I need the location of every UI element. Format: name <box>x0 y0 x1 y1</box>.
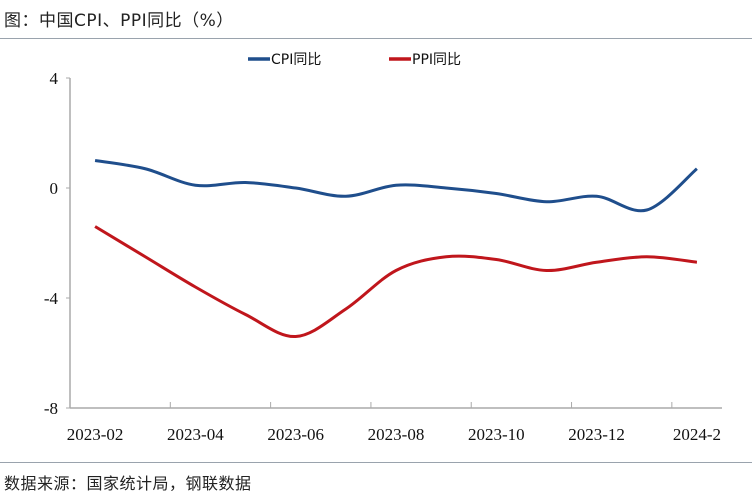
series-line-cpi <box>94 159 698 213</box>
data-source: 数据来源：国家统计局，钢联数据 <box>4 474 252 493</box>
x-tick-label: 2023-08 <box>368 425 425 444</box>
axes: 4 0 -4 -8 2023-02 2023-04 2023-06 2023-08 2023-1… <box>44 69 722 444</box>
x-tick-label: 2023-10 <box>468 425 525 444</box>
x-tick-label: 2023-06 <box>267 425 324 444</box>
x-tick-label: 2024-2 <box>673 425 721 444</box>
x-tick-label: 2023-04 <box>167 425 224 444</box>
y-tick-label: 4 <box>50 69 59 88</box>
x-tick-label: 2023-12 <box>568 425 625 444</box>
legend-label: CPI同比 <box>271 52 321 68</box>
source-divider <box>0 462 752 463</box>
series-line-ppi <box>94 225 698 339</box>
y-tick-label: -4 <box>44 289 59 308</box>
legend-label: PPI同比 <box>412 52 461 68</box>
title-divider <box>0 38 752 39</box>
y-tick-label: -8 <box>44 399 58 418</box>
legend: CPI同比 PPI同比 <box>248 52 461 68</box>
series-lines <box>94 159 698 339</box>
y-tick-label: 0 <box>50 179 59 198</box>
chart-title: 图：中国CPI、PPI同比（%） <box>4 11 234 31</box>
x-tick-label: 2023-02 <box>67 425 124 444</box>
